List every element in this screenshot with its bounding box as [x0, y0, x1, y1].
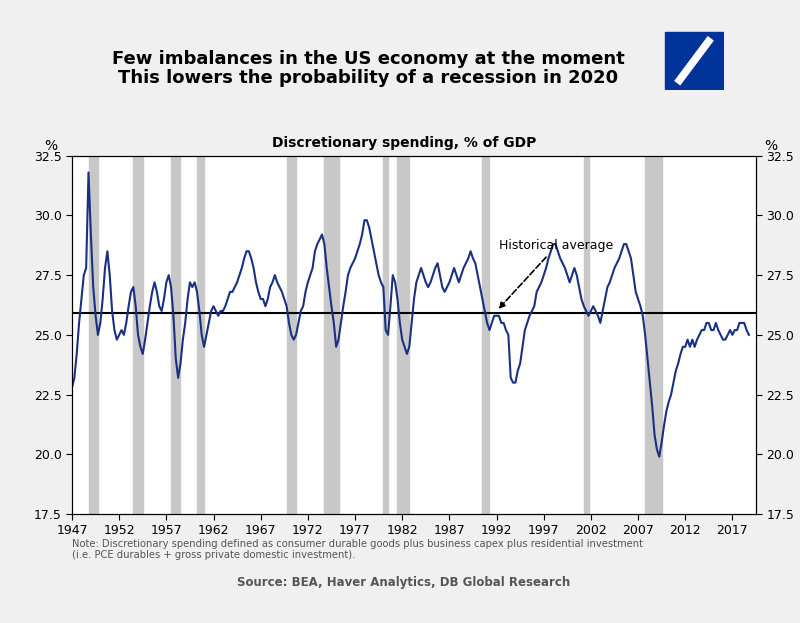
Bar	[134, 156, 142, 514]
FancyBboxPatch shape	[666, 32, 722, 89]
Bar	[171, 156, 181, 514]
Bar	[197, 156, 204, 514]
Text: %: %	[44, 139, 57, 153]
Text: This lowers the probability of a recession in 2020: This lowers the probability of a recessi…	[118, 69, 618, 87]
Text: %: %	[764, 139, 777, 153]
Bar	[89, 156, 98, 514]
Text: Source: BEA, Haver Analytics, DB Global Research: Source: BEA, Haver Analytics, DB Global …	[238, 576, 570, 589]
Text: Note: Discretionary spending defined as consumer durable goods plus business cap: Note: Discretionary spending defined as …	[72, 539, 643, 561]
Bar	[324, 156, 338, 514]
Text: Discretionary spending, % of GDP: Discretionary spending, % of GDP	[272, 136, 536, 150]
Bar	[482, 156, 490, 514]
Bar	[383, 156, 388, 514]
Bar	[286, 156, 296, 514]
Text: Historical average: Historical average	[499, 239, 614, 308]
Text: Few imbalances in the US economy at the moment: Few imbalances in the US economy at the …	[112, 50, 624, 68]
Bar	[398, 156, 410, 514]
Bar	[645, 156, 662, 514]
Bar	[584, 156, 589, 514]
